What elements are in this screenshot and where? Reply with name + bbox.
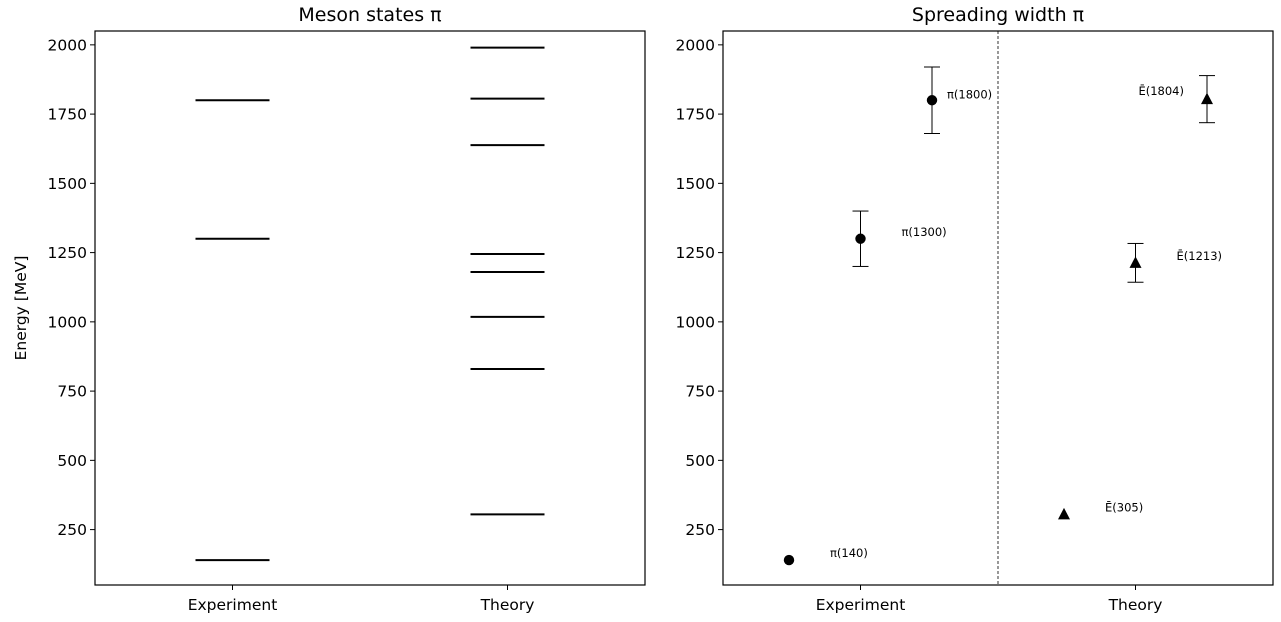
point-annotation: π(140): [830, 546, 868, 560]
y-tick-label: 500: [57, 452, 87, 470]
y-tick-label: 2000: [676, 36, 715, 54]
point-annotation: Ē(1804): [1138, 84, 1184, 98]
y-tick-label: 750: [685, 383, 715, 401]
left-x-ticks: Experiment Theory: [188, 585, 535, 614]
point-annotation: Ē(305): [1105, 500, 1143, 514]
data-point-circle: [855, 233, 866, 244]
y-tick-label: 1500: [48, 175, 87, 193]
left-y-ticks: 250 500 750 1000 1250 1500 1750 2000: [48, 36, 95, 539]
right-plot-frame: [722, 30, 1274, 586]
point-annotation: π(1800): [947, 87, 992, 101]
data-point-circle: [783, 554, 795, 566]
data-point-triangle: [1058, 507, 1070, 520]
y-tick-label: 1000: [676, 313, 715, 331]
right-data-points: π(140) π(1300) π(1800) Ē(305) Ē(1213) Ē(1804): [783, 66, 1223, 566]
x-tick-label: Theory: [1108, 596, 1163, 614]
y-tick-label: 2000: [48, 36, 87, 54]
y-tick-label: 1750: [676, 106, 715, 124]
y-tick-label: 1750: [48, 106, 87, 124]
x-tick-label: Experiment: [816, 596, 906, 614]
left-panel: Meson states π Energy [MeV] 250 500 750 100…: [12, 4, 646, 614]
data-point-triangle: [1129, 256, 1142, 268]
y-tick-label: 750: [57, 383, 87, 401]
left-energy-levels: [195, 46, 545, 562]
right-x-ticks: Experiment Theory: [816, 585, 1163, 614]
y-tick-label: 1250: [48, 244, 87, 262]
right-panel: Spreading width π 250 500 750 1000 1250 1500 1…: [676, 4, 1274, 614]
y-tick-label: 1250: [676, 244, 715, 262]
point-annotation: π(1300): [902, 225, 947, 239]
right-y-ticks: 250 500 750 1000 1250 1500 1750 2000: [676, 36, 723, 539]
left-chart-title: Meson states π: [298, 4, 441, 26]
left-y-axis-label: Energy [MeV]: [12, 256, 30, 361]
y-tick-label: 1500: [676, 175, 715, 193]
y-tick-label: 500: [685, 452, 715, 470]
x-tick-label: Experiment: [188, 596, 278, 614]
right-chart-title: Spreading width π: [912, 4, 1084, 26]
left-plot-frame: [94, 30, 646, 586]
point-annotation: Ē(1213): [1177, 249, 1223, 263]
y-tick-label: 1000: [48, 313, 87, 331]
data-point-circle: [926, 95, 938, 106]
y-tick-label: 250: [685, 521, 715, 539]
data-point-triangle: [1201, 92, 1213, 105]
y-tick-label: 250: [57, 521, 87, 539]
x-tick-label: Theory: [480, 596, 535, 614]
